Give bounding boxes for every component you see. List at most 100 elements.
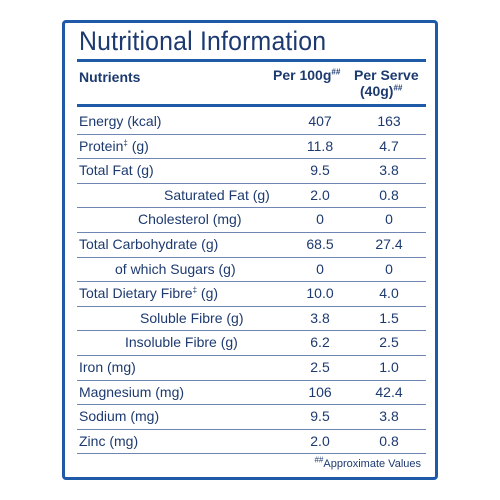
row-divider (77, 428, 426, 430)
nutrient-name-text: Zinc (mg) (79, 432, 139, 449)
value-per-100g: 11.8 (306, 137, 334, 154)
value-per-serve: 1.0 (379, 359, 399, 375)
header-nutrients: Nutrients (79, 69, 141, 85)
row-divider (77, 207, 426, 209)
nutrient-name: Total Carbohydrate (g) (79, 236, 218, 252)
nutrient-name-text: Total Fat (g) (79, 162, 154, 179)
value-per-100g: 6.2 (310, 334, 330, 351)
value-per-serve: 0.8 (379, 186, 399, 203)
nutrient-name: Soluble Fibre (g) (140, 310, 244, 326)
nutrient-name-text: Saturated Fat (g) (164, 186, 270, 203)
value-per-serve: 3.8 (379, 408, 399, 425)
row-divider (77, 404, 426, 406)
nutrient-name-text: Protein (79, 137, 124, 154)
nutrient-name-text: Insoluble Fibre (g) (125, 334, 238, 351)
value-per-serve: 4.0 (379, 285, 399, 302)
value-per-100g: 10.0 (306, 285, 334, 302)
footnote-sup: ## (314, 455, 324, 465)
nutrition-panel: Nutritional Information Nutrients Per 10… (62, 20, 438, 480)
value-per-serve: 1.5 (379, 309, 399, 326)
nutrient-unit: (g) (197, 285, 219, 302)
nutrient-name-text: Cholesterol (mg) (138, 211, 242, 228)
panel-title: Nutritional Information (79, 26, 327, 56)
nutrient-name-text: Sodium (mg) (79, 408, 160, 425)
value-per-serve: 2.5 (379, 334, 399, 351)
value-per-serve: 0 (385, 211, 393, 228)
row-divider (77, 256, 426, 258)
table-row: of which Sugars (g) 0 0 (77, 258, 426, 282)
value-per-100g: 9.5 (310, 408, 330, 425)
value-per-100g: 106 (308, 383, 332, 400)
nutrient-name: Iron (mg) (79, 359, 136, 375)
table-row: Total Carbohydrate (g) 68.5 27.4 (77, 233, 426, 257)
value-per-100g: 2.0 (310, 186, 330, 203)
nutrient-name-text: of which Sugars (g) (115, 260, 236, 277)
table-row: Insoluble Fibre (g) 6.2 2.5 (77, 331, 426, 355)
row-divider (77, 379, 426, 381)
header-per-100g-sup: ## (331, 67, 341, 77)
header-per-serve-line1: Per Serve (354, 67, 419, 83)
table-row: Iron (mg) 2.5 1.0 (77, 356, 426, 380)
nutrient-name-text: Energy (kcal) (79, 113, 162, 129)
value-per-100g: 407 (308, 113, 332, 129)
table-row: Saturated Fat (g) 2.0 0.8 (77, 184, 426, 208)
footnote-text: Approximate Values (323, 458, 421, 470)
value-per-serve: 0.8 (379, 432, 399, 449)
value-per-100g: 0 (316, 211, 324, 228)
nutrient-name: Insoluble Fibre (g) (125, 334, 238, 350)
header-per-serve-sup: ## (393, 83, 403, 93)
header-rule (77, 104, 426, 107)
header-per-serve-line2: (40g) (360, 83, 394, 99)
table-row: Magnesium (mg) 106 42.4 (77, 381, 426, 405)
value-per-100g: 68.5 (306, 236, 334, 252)
nutrient-name: Zinc (mg) (79, 433, 138, 449)
value-per-serve: 163 (377, 113, 401, 129)
row-divider (77, 182, 426, 184)
row-divider (77, 158, 426, 160)
header-per-100g-label: Per 100g (273, 67, 332, 83)
header-per-serve-line2-wrap: (40g)## (354, 83, 419, 99)
nutrient-name: Magnesium (mg) (79, 384, 184, 400)
header-per-100g: Per 100g## (273, 67, 340, 83)
nutrient-unit: (g) (127, 137, 149, 154)
table-row: Cholesterol (mg) 0 0 (77, 208, 426, 232)
value-per-serve: 3.8 (379, 162, 399, 179)
row-divider (77, 330, 426, 332)
value-per-100g: 0 (316, 260, 324, 277)
nutrient-name: Sodium (mg) (79, 408, 159, 424)
nutrient-name: Cholesterol (mg) (138, 211, 241, 227)
nutrient-name: Saturated Fat (g) (164, 187, 270, 203)
nutrient-name-text: Soluble Fibre (g) (140, 309, 244, 326)
nutrient-name: Energy (kcal) (79, 113, 161, 129)
table-row: Zinc (mg) 2.0 0.8 (77, 430, 426, 454)
value-per-100g: 3.8 (310, 309, 330, 326)
row-divider (77, 281, 426, 283)
nutrient-name: of which Sugars (g) (115, 261, 236, 277)
footnote: ##Approximate Values (314, 455, 421, 470)
nutrient-name: Total Dietary Fibre‡ (g) (79, 285, 218, 301)
table-row: Energy (kcal) 407 163 (77, 110, 426, 134)
row-divider (77, 355, 426, 356)
nutrient-name-text: Total Carbohydrate (g) (79, 236, 219, 252)
nutrient-name: Protein‡ (g) (79, 138, 149, 154)
nutrient-name-sup: ‡ (123, 137, 128, 147)
nutrient-name-sup: ‡ (192, 285, 198, 295)
value-per-100g: 9.5 (310, 162, 330, 179)
nutrient-name-text: Iron (mg) (79, 359, 136, 375)
nutrient-name-text: Total Dietary Fibre (79, 285, 193, 302)
value-per-serve: 4.7 (379, 137, 399, 154)
value-per-100g: 2.0 (310, 432, 330, 449)
value-per-100g: 2.5 (310, 359, 330, 375)
value-per-serve: 42.4 (375, 383, 403, 400)
row-divider (77, 453, 426, 455)
table-row: Protein‡ (g) 11.8 4.7 (77, 135, 426, 159)
value-per-serve: 27.4 (375, 236, 403, 252)
value-per-serve: 0 (385, 260, 393, 277)
table-row: Total Dietary Fibre‡ (g) 10.0 4.0 (77, 282, 426, 306)
nutrient-name: Total Fat (g) (79, 162, 154, 178)
table-row: Sodium (mg) 9.5 3.8 (77, 405, 426, 429)
row-divider (77, 133, 426, 135)
table-row: Total Fat (g) 9.5 3.8 (77, 159, 426, 183)
row-divider (77, 232, 426, 233)
table-row: Soluble Fibre (g) 3.8 1.5 (77, 307, 426, 331)
